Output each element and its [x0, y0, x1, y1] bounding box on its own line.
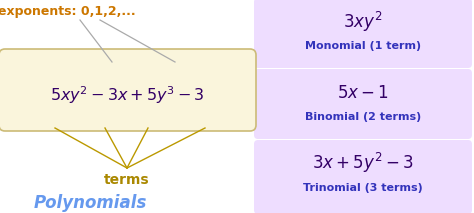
Text: $5xy^2 - 3x + 5y^3 - 3$: $5xy^2 - 3x + 5y^3 - 3$: [50, 84, 204, 106]
Text: $3xy^2$: $3xy^2$: [343, 10, 383, 34]
FancyBboxPatch shape: [254, 140, 472, 213]
FancyBboxPatch shape: [254, 69, 472, 139]
FancyBboxPatch shape: [0, 49, 256, 131]
Text: Polynomials: Polynomials: [33, 194, 146, 212]
Text: Binomial (2 terms): Binomial (2 terms): [305, 112, 421, 122]
FancyBboxPatch shape: [254, 0, 472, 68]
Text: Trinomial (3 terms): Trinomial (3 terms): [303, 183, 423, 193]
Text: terms: terms: [104, 173, 150, 187]
Text: $3x + 5y^2 - 3$: $3x + 5y^2 - 3$: [312, 151, 414, 175]
Text: Monomial (1 term): Monomial (1 term): [305, 41, 421, 51]
Text: exponents: 0,1,2,...: exponents: 0,1,2,...: [0, 6, 136, 19]
Text: $5x - 1$: $5x - 1$: [337, 84, 389, 102]
